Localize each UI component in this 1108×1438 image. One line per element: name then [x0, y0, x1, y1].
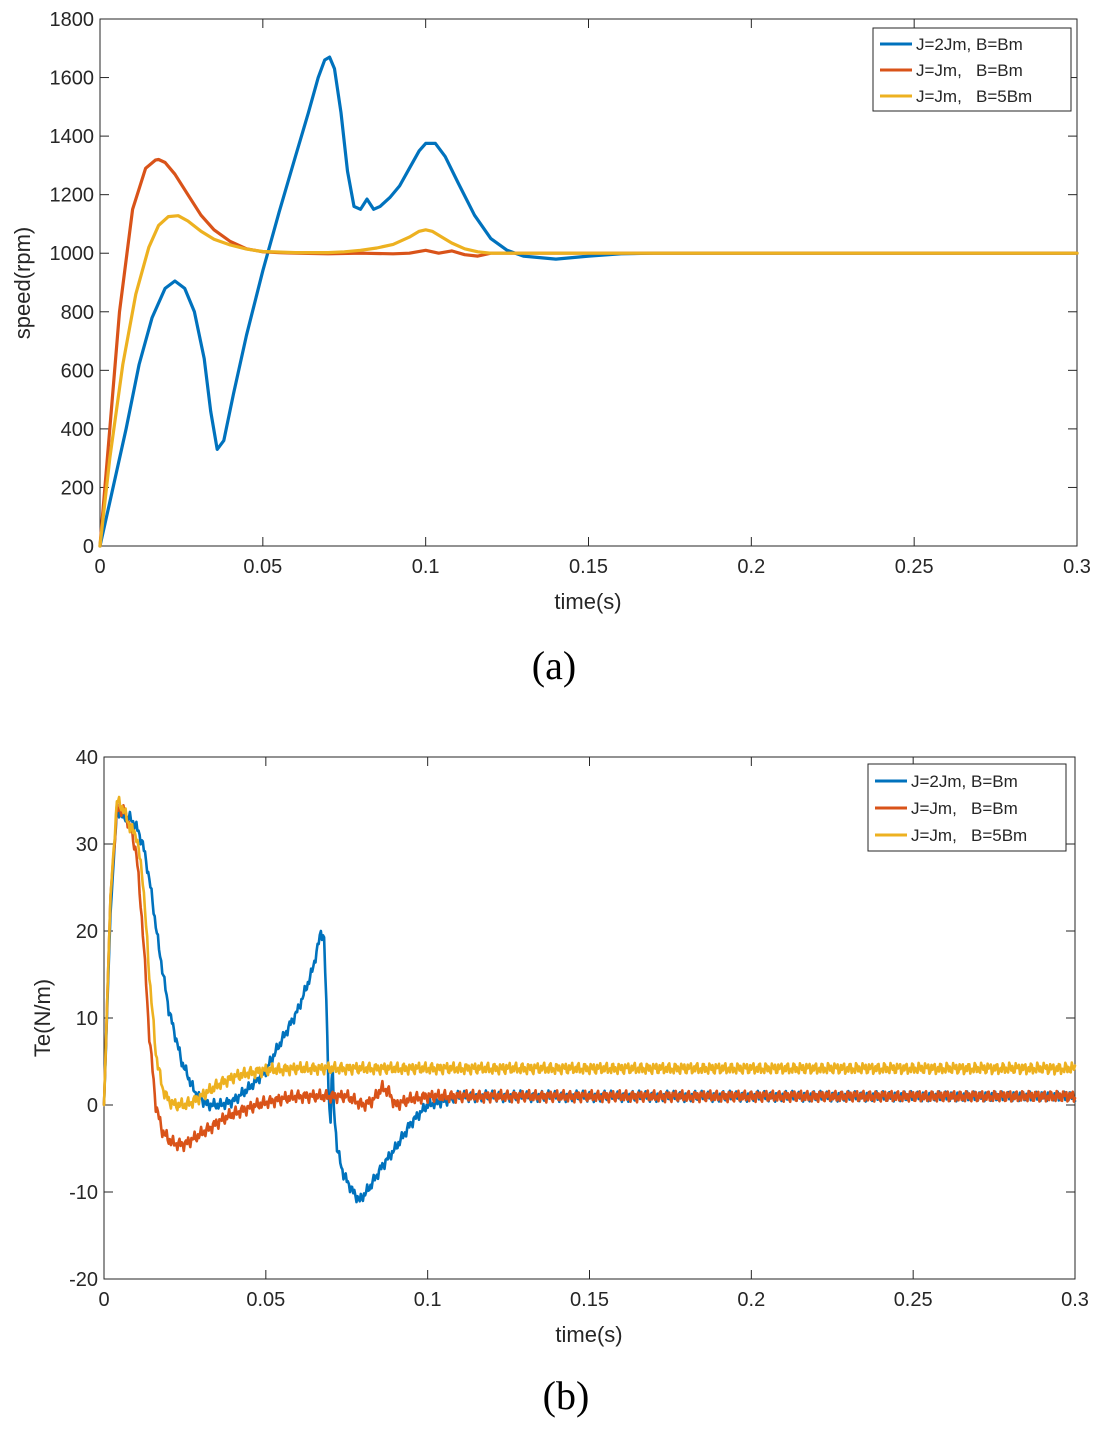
y-tick-label: 800 [61, 302, 94, 324]
legend-label-0: J=2Jm, B=Bm [911, 772, 1018, 791]
caption-a: (a) [532, 643, 576, 688]
y-tick-label: 10 [76, 1008, 98, 1030]
x-tick-label: 0.15 [569, 556, 608, 578]
series-line-1 [102, 801, 1077, 1153]
series-line-0 [98, 55, 1079, 548]
y-tick-label: 1600 [50, 68, 95, 90]
y-tick-label: 200 [61, 477, 94, 499]
y-tick-label: 400 [61, 419, 94, 441]
y-tick-label: 1000 [50, 243, 95, 265]
x-axis-label: time(s) [554, 589, 621, 614]
y-tick-label: 0 [87, 1095, 98, 1117]
y-ticks: 0 200 400 600 800 1000 1200 1400 1600 1800 [50, 9, 1077, 558]
legend: J=2Jm, B=Bm J=Jm, B=Bm J=Jm, B=5Bm [872, 27, 1072, 112]
x-tick-label: 0.05 [246, 1289, 285, 1311]
x-axis-label: time(s) [555, 1322, 622, 1347]
x-tick-label: 0.1 [412, 556, 440, 578]
x-ticks: 0 0.05 0.1 0.15 0.2 0.25 0.3 [98, 757, 1089, 1311]
y-tick-label: 20 [76, 921, 98, 943]
caption-b: (b) [543, 1373, 590, 1418]
legend-label-1: J=Jm, B=Bm [916, 61, 1023, 80]
x-tick-label: 0 [98, 1289, 109, 1311]
series-line-2 [102, 795, 1077, 1112]
x-tick-label: 0.2 [737, 1289, 765, 1311]
y-tick-label: 40 [76, 747, 98, 769]
x-tick-label: 0.05 [243, 556, 282, 578]
legend-label-2: J=Jm, B=5Bm [911, 826, 1027, 845]
legend-label-2: J=Jm, B=5Bm [916, 87, 1032, 106]
series-layer [102, 795, 1077, 1204]
series-line-2 [98, 214, 1079, 548]
legend-label-1: J=Jm, B=Bm [911, 799, 1018, 818]
x-tick-label: 0.2 [737, 556, 765, 578]
y-tick-label: 1200 [50, 185, 95, 207]
x-tick-label: 0.15 [570, 1289, 609, 1311]
series-layer [98, 55, 1079, 548]
x-tick-label: 0 [94, 556, 105, 578]
y-tick-label: -10 [69, 1182, 98, 1204]
legend-label-0: J=2Jm, B=Bm [916, 35, 1023, 54]
y-axis-label: speed(rpm) [10, 227, 35, 339]
y-tick-label: 30 [76, 834, 98, 856]
x-tick-label: 0.3 [1063, 556, 1091, 578]
x-ticks: 0 0.05 0.1 0.15 0.2 0.25 0.3 [94, 19, 1091, 578]
x-tick-label: 0.3 [1061, 1289, 1089, 1311]
speed-chart: 0 0.05 0.1 0.15 0.2 0.25 0.3 0 200 400 600 800 1000… [10, 9, 1091, 688]
torque-chart: 0 0.05 0.1 0.15 0.2 0.25 0.3 -20 -10 0 10 20 30 40 t… [30, 747, 1089, 1418]
legend: J=2Jm, B=Bm J=Jm, B=Bm J=Jm, B=5Bm [867, 763, 1067, 852]
y-axis-label: Te(N/m) [30, 979, 55, 1057]
y-tick-label: 0 [83, 536, 94, 558]
x-tick-label: 0.25 [895, 556, 934, 578]
y-tick-label: 600 [61, 360, 94, 382]
y-tick-label: -20 [69, 1269, 98, 1291]
y-tick-label: 1400 [50, 126, 95, 148]
y-ticks: -20 -10 0 10 20 30 40 [69, 747, 1075, 1291]
y-tick-label: 1800 [50, 9, 95, 31]
x-tick-label: 0.1 [414, 1289, 442, 1311]
x-tick-label: 0.25 [894, 1289, 933, 1311]
